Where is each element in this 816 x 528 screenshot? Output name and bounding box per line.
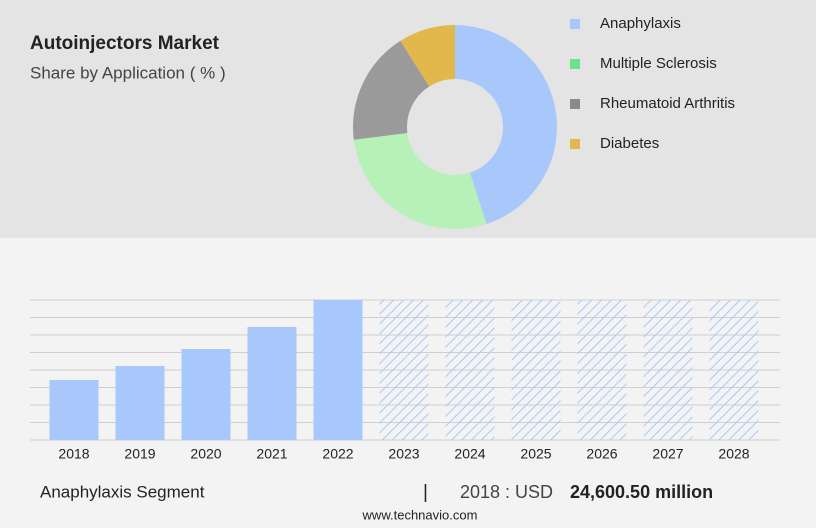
x-tick-label: 2018 bbox=[58, 446, 89, 462]
subtitle: Share by Application ( % ) bbox=[30, 63, 226, 82]
legend-swatch bbox=[570, 59, 580, 69]
forecast-bar bbox=[577, 300, 627, 440]
x-tick-label: 2027 bbox=[652, 446, 683, 462]
legend-label: Diabetes bbox=[600, 135, 659, 152]
donut-slice bbox=[455, 25, 558, 225]
x-tick-label: 2024 bbox=[454, 446, 485, 462]
x-tick-label: 2019 bbox=[124, 446, 155, 462]
footer-separator: | bbox=[423, 482, 428, 503]
footer-value: 24,600.50 million bbox=[570, 482, 713, 502]
x-tick-label: 2020 bbox=[190, 446, 221, 462]
x-tick-label: 2023 bbox=[388, 446, 419, 462]
bar bbox=[115, 366, 165, 440]
footer-year: 2018 : USD bbox=[460, 482, 553, 502]
title: Autoinjectors Market bbox=[30, 33, 220, 54]
bar bbox=[49, 379, 99, 440]
donut-slice bbox=[353, 133, 487, 230]
x-tick-label: 2026 bbox=[586, 446, 617, 462]
forecast-bar bbox=[445, 300, 495, 440]
donut-slice bbox=[400, 25, 455, 87]
legend-swatch bbox=[570, 19, 580, 29]
x-tick-label: 2025 bbox=[520, 446, 551, 462]
forecast-bar bbox=[511, 300, 561, 440]
legend-swatch bbox=[570, 139, 580, 149]
forecast-bar bbox=[643, 300, 693, 440]
footer-segment: Anaphylaxis Segment bbox=[40, 482, 205, 501]
legend-swatch bbox=[570, 99, 580, 109]
x-tick-label: 2022 bbox=[322, 446, 353, 462]
footer-site: www.technavio.com bbox=[362, 507, 478, 522]
bar bbox=[247, 327, 297, 440]
forecast-bar bbox=[379, 300, 429, 440]
forecast-bar bbox=[709, 300, 759, 440]
legend-label: Multiple Sclerosis bbox=[600, 55, 717, 72]
bar bbox=[181, 349, 231, 440]
x-tick-label: 2021 bbox=[256, 446, 287, 462]
legend-label: Anaphylaxis bbox=[600, 15, 681, 32]
legend-label: Rheumatoid Arthritis bbox=[600, 95, 735, 112]
x-tick-label: 2028 bbox=[718, 446, 749, 462]
bar bbox=[313, 300, 363, 440]
donut-slice bbox=[352, 40, 430, 140]
